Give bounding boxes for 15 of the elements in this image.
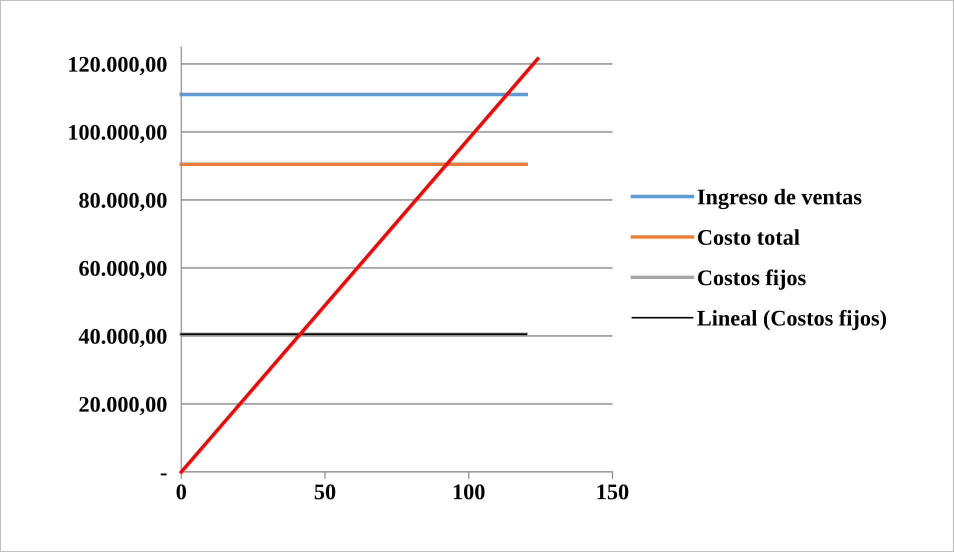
y-tick-label: 60.000,00 bbox=[79, 260, 167, 280]
y-tick-label: 100.000,00 bbox=[69, 124, 167, 144]
y-tick-label: 120.000,00 bbox=[69, 56, 167, 76]
legend-label: Lineal (Costos fijos) bbox=[697, 310, 886, 330]
y-tick-label: - bbox=[160, 473, 167, 476]
x-tick-label: 50 bbox=[314, 484, 336, 500]
y-tick-label: 20.000,00 bbox=[79, 396, 167, 416]
legend-label: Ingreso de ventas bbox=[698, 188, 862, 210]
y-tick-label: 80.000,00 bbox=[79, 192, 167, 212]
x-tick-label: 0 bbox=[176, 484, 186, 500]
legend-label: Costo total bbox=[698, 229, 800, 245]
x-tick-label: 150 bbox=[598, 484, 628, 500]
y-tick-label: 40.000,00 bbox=[78, 328, 167, 348]
legend-label: Costos fijos bbox=[698, 269, 806, 290]
x-tick-label: 100 bbox=[454, 484, 485, 500]
